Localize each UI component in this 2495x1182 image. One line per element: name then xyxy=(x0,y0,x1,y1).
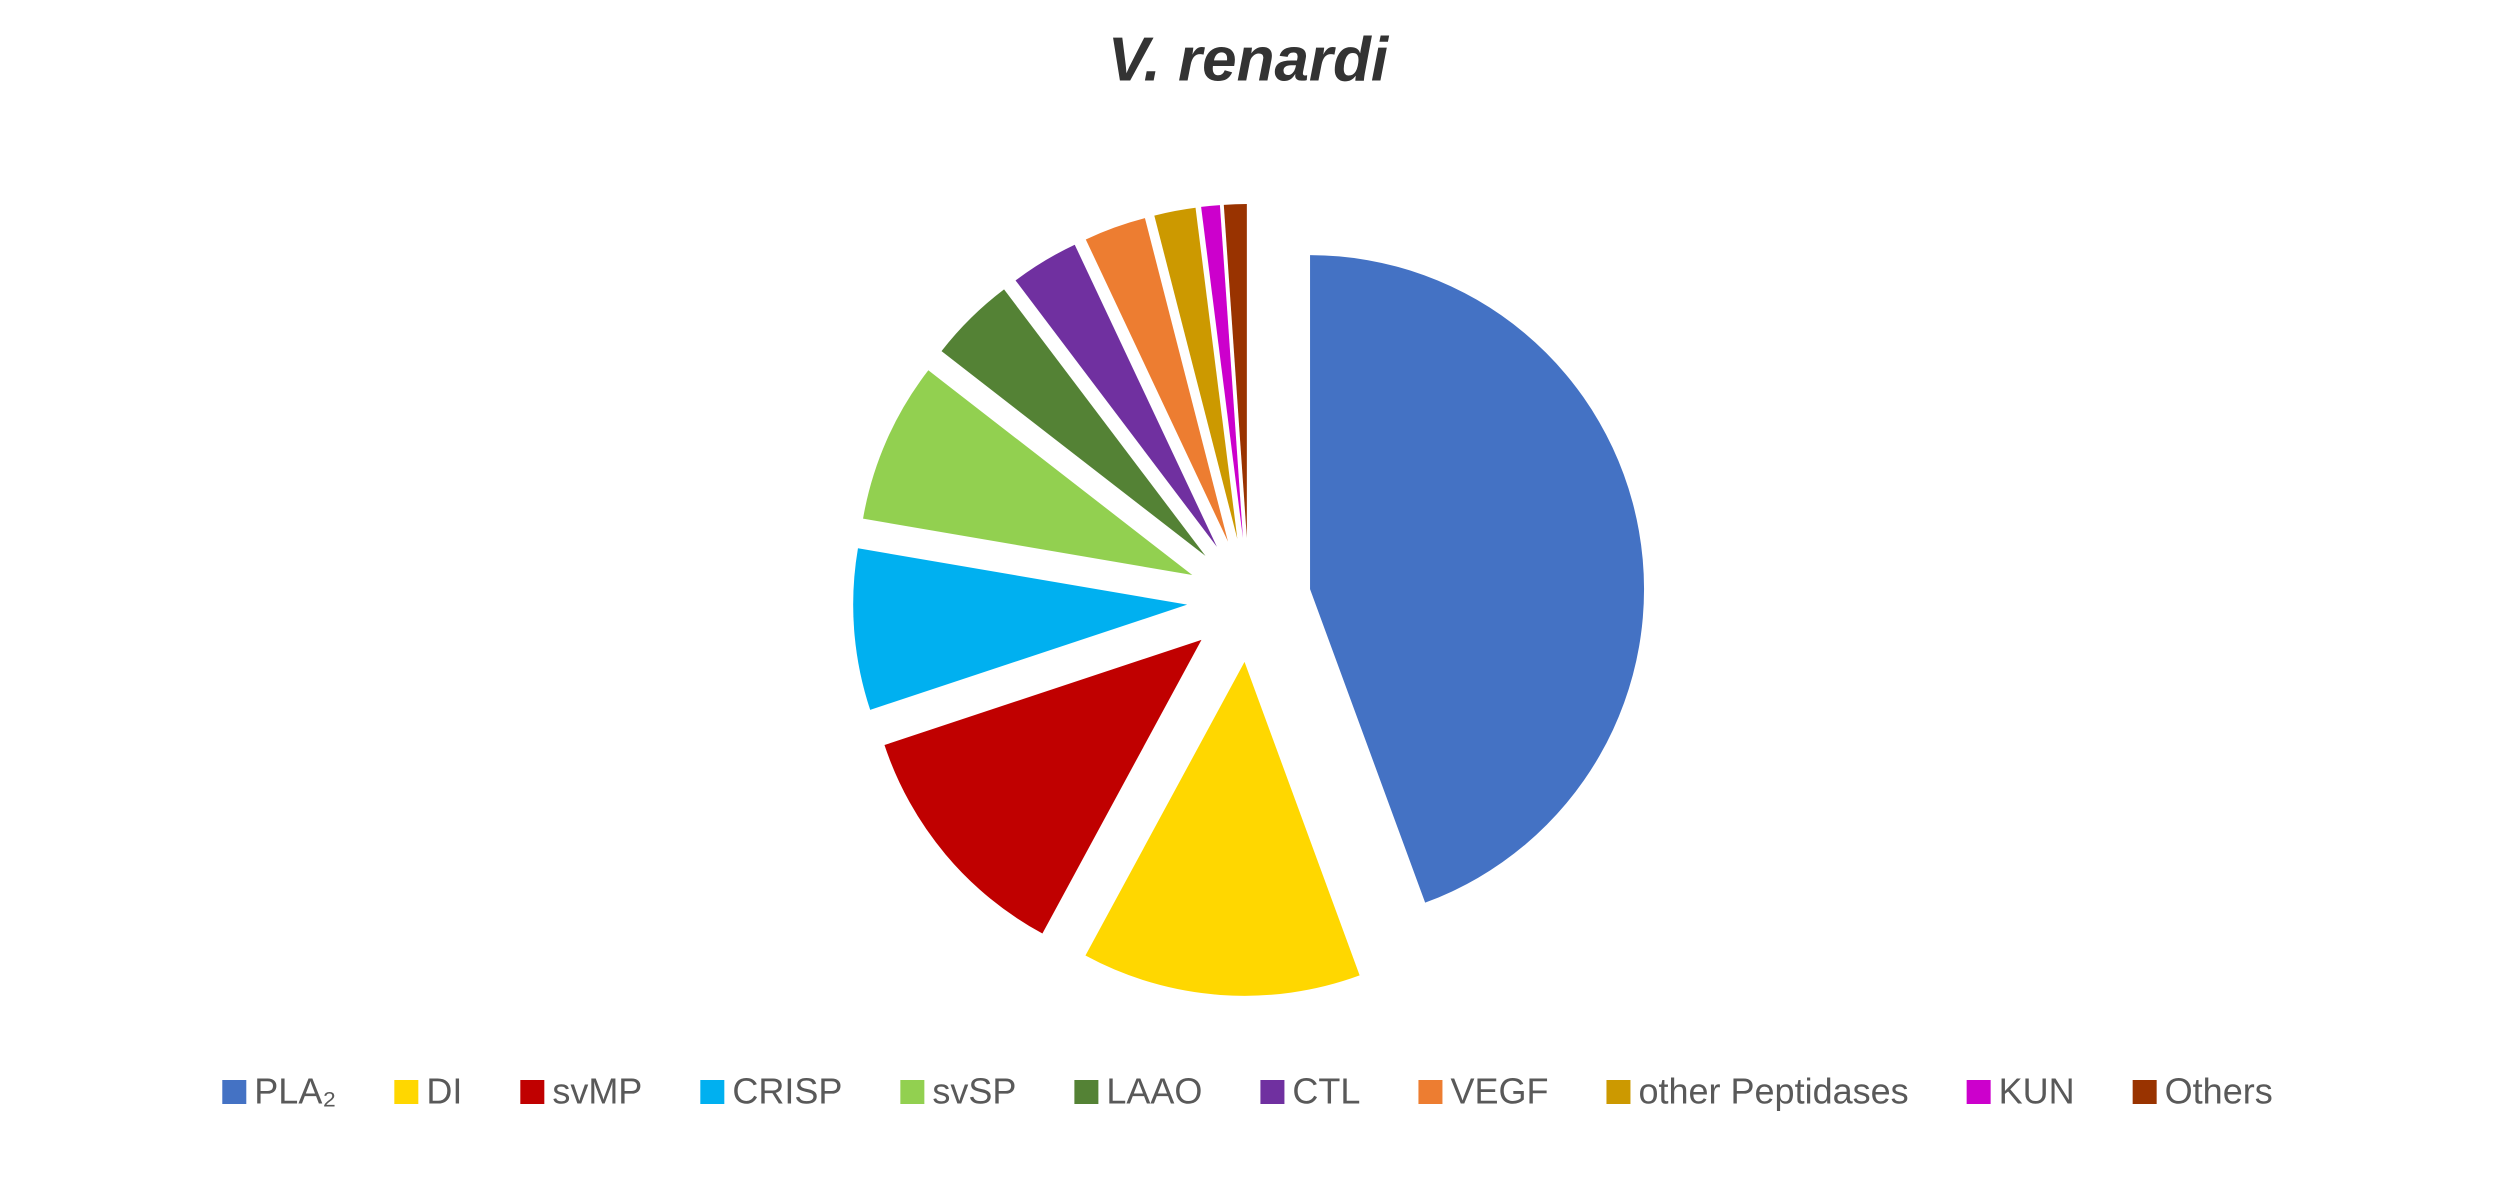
legend-label: svMP xyxy=(552,1071,642,1112)
pie-slice xyxy=(1154,207,1238,540)
pie-slice xyxy=(1223,204,1247,539)
pie-slice xyxy=(853,548,1188,710)
legend-label: KUN xyxy=(1999,1071,2075,1112)
legend-item: KUN xyxy=(1966,1071,2075,1112)
pie-slice xyxy=(1085,661,1360,996)
legend-item: svSP xyxy=(900,1071,1016,1112)
legend-swatch xyxy=(700,1080,725,1104)
legend-item: DI xyxy=(394,1071,462,1112)
legend-item: Others xyxy=(2132,1071,2273,1112)
legend-item: CRISP xyxy=(700,1071,842,1112)
legend-swatch xyxy=(394,1080,419,1104)
legend-label: CTL xyxy=(1292,1071,1360,1112)
legend-swatch xyxy=(1606,1080,1631,1104)
legend-label: LAAO xyxy=(1106,1071,1202,1112)
legend-label: VEGF xyxy=(1450,1071,1548,1112)
legend-label: Others xyxy=(2165,1071,2273,1112)
legend-swatch xyxy=(2132,1080,2157,1104)
legend-item: other Peptidases xyxy=(1606,1071,1909,1112)
pie-slice xyxy=(1015,244,1217,547)
legend-label: CRISP xyxy=(732,1071,842,1112)
legend-item: svMP xyxy=(520,1071,642,1112)
legend-swatch xyxy=(1966,1080,1991,1104)
legend-label: other Peptidases xyxy=(1638,1071,1908,1112)
legend-swatch xyxy=(1260,1080,1285,1104)
legend-label: svSP xyxy=(932,1071,1016,1112)
pie-slice xyxy=(1085,218,1228,542)
pie-slice xyxy=(941,289,1206,556)
legend-swatch xyxy=(222,1080,247,1104)
legend-item: PLA₂ xyxy=(222,1071,336,1112)
legend-item: LAAO xyxy=(1074,1071,1202,1112)
legend-label: PLA₂ xyxy=(254,1071,336,1112)
legend-item: VEGF xyxy=(1418,1071,1548,1112)
legend-swatch xyxy=(900,1080,925,1104)
legend: PLA₂ DI svMP CRISP svSP LAAO CTL VEGF other Pept… xyxy=(222,1071,2273,1112)
legend-label: DI xyxy=(426,1071,462,1112)
pie-slice xyxy=(1201,205,1243,539)
pie-slice xyxy=(884,639,1202,934)
legend-swatch xyxy=(1418,1080,1443,1104)
pie-slice xyxy=(863,370,1193,576)
pie-slice xyxy=(1310,255,1645,903)
legend-item: CTL xyxy=(1260,1071,1360,1112)
legend-swatch xyxy=(520,1080,545,1104)
chart-title: V. renardi xyxy=(1108,25,1390,94)
legend-swatch xyxy=(1074,1080,1099,1104)
